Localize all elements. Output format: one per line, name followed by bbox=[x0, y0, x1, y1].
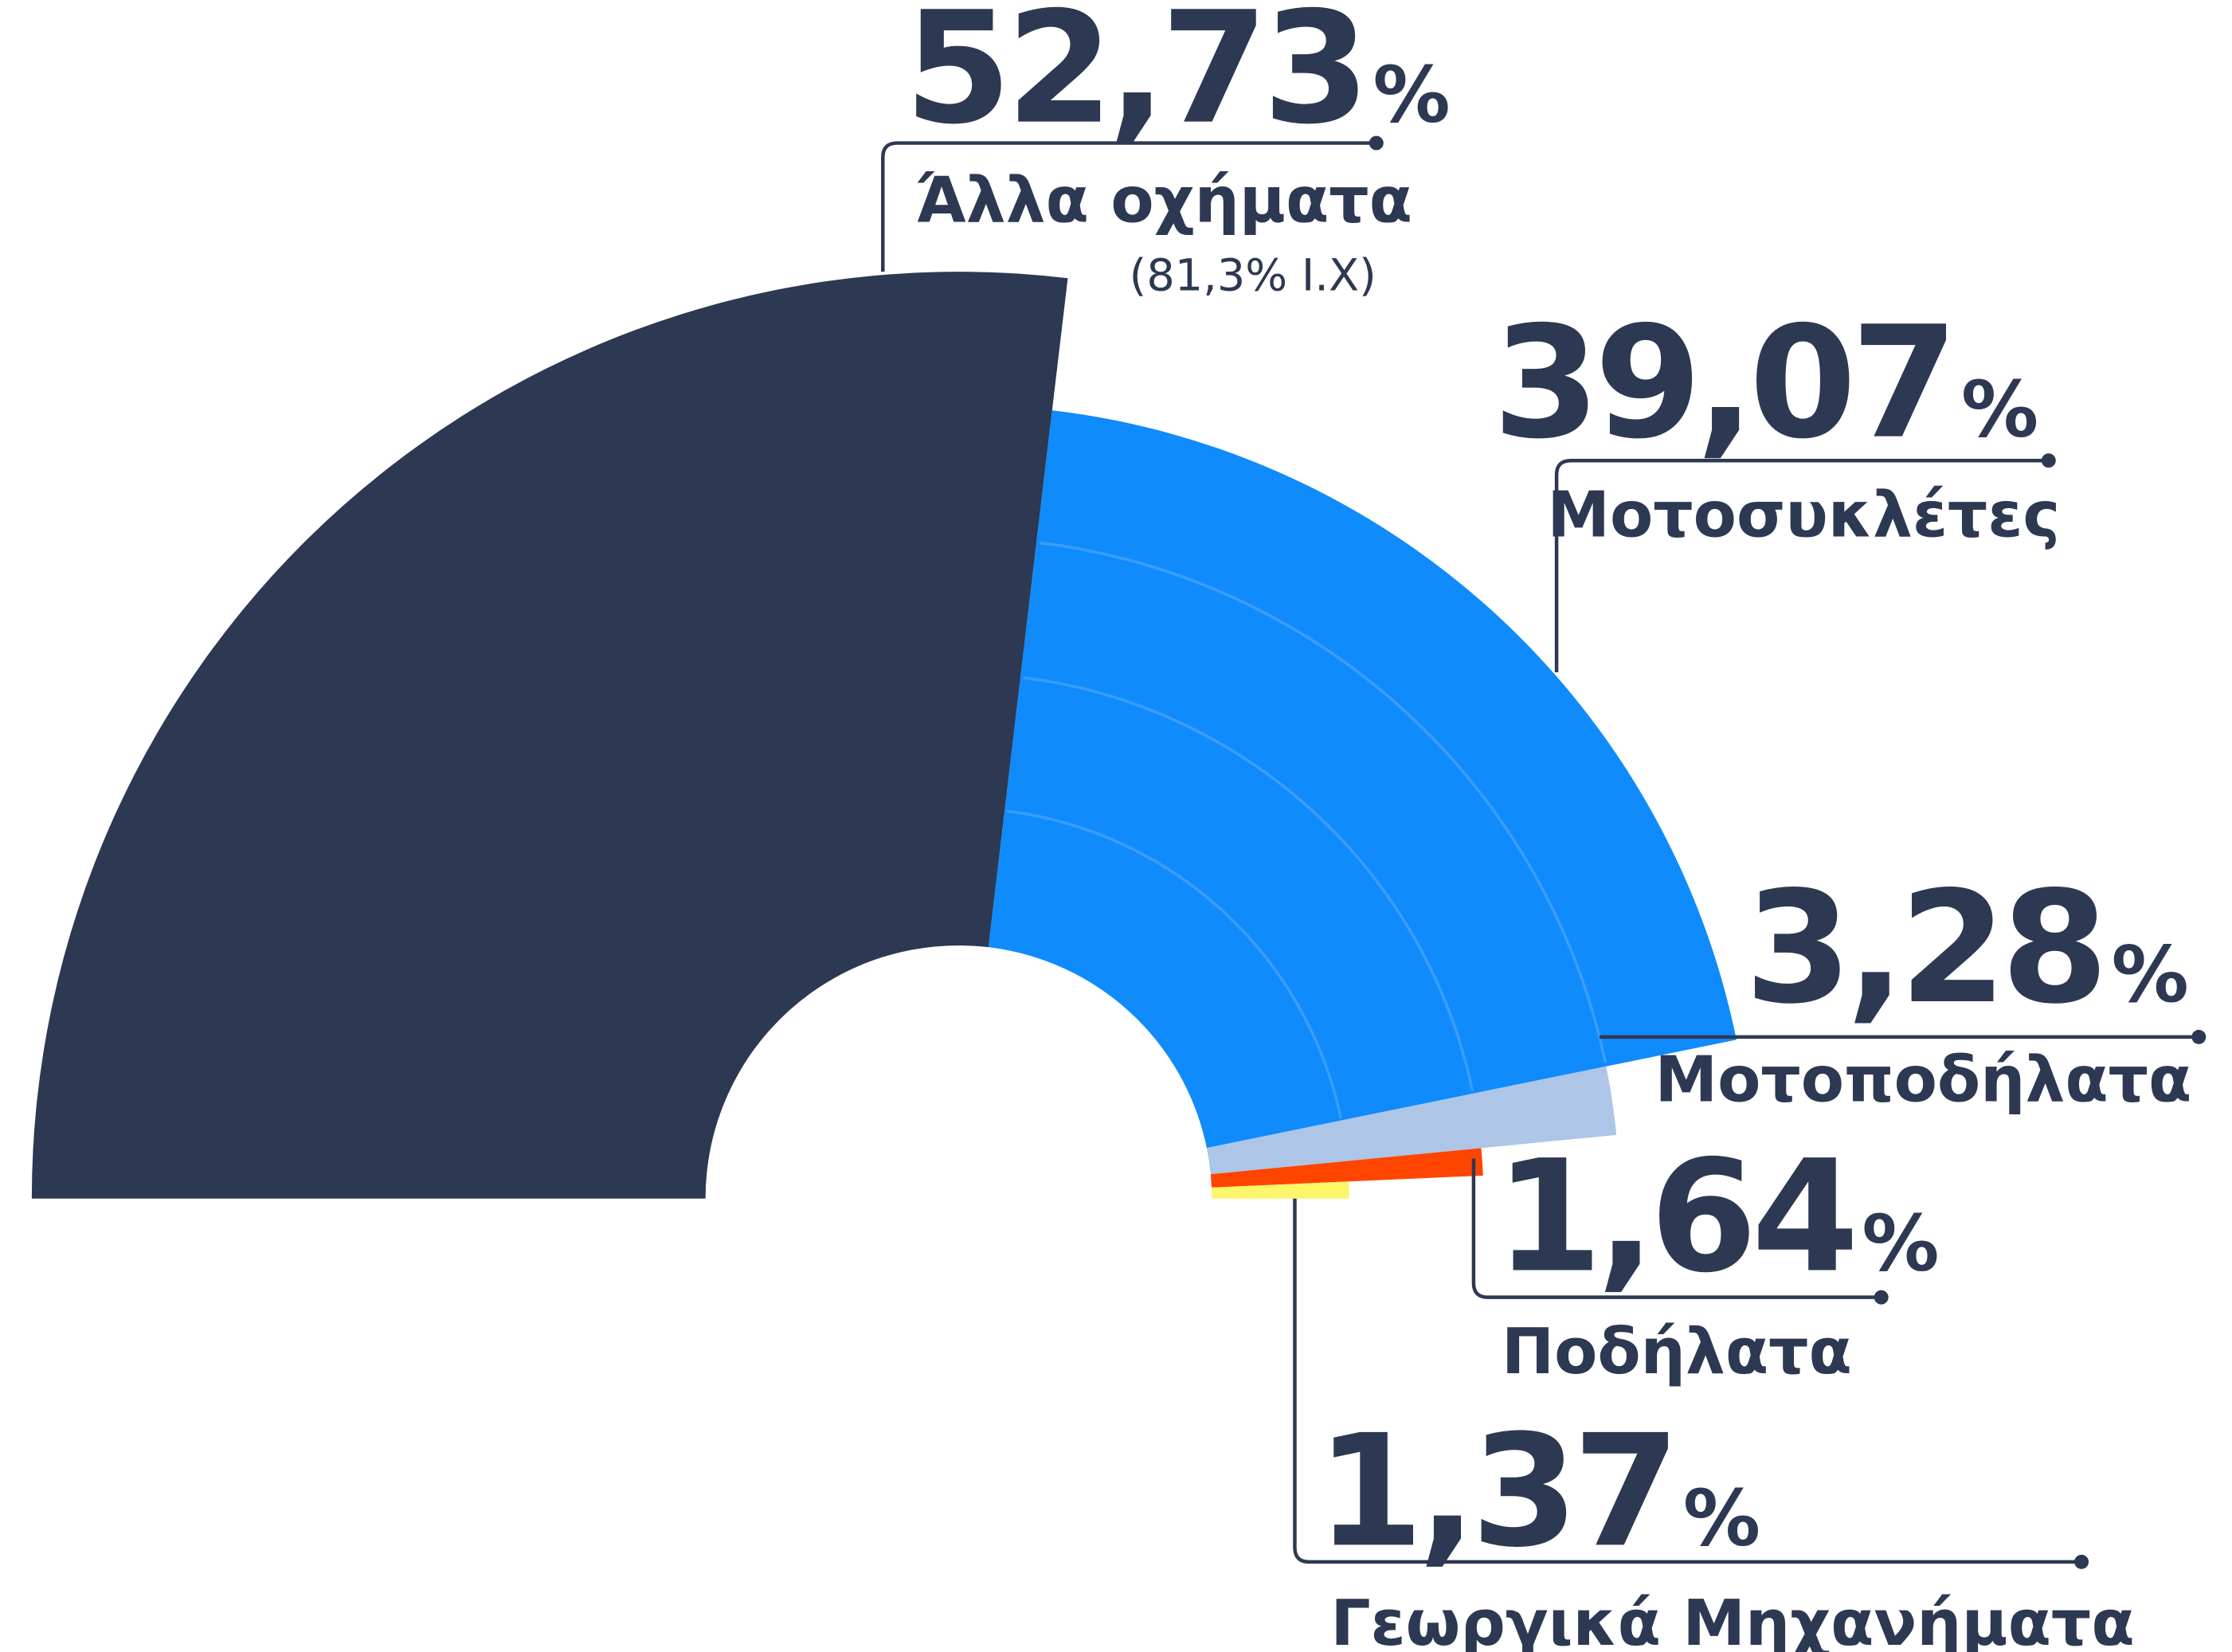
value-label: 1,64% bbox=[1495, 1127, 1940, 1307]
wedge bbox=[1210, 1148, 1483, 1188]
wedge bbox=[31, 272, 1068, 1199]
category-label: Μοτοσυκλέτες bbox=[1547, 478, 2060, 551]
category-label: Άλλα οχήματα bbox=[916, 163, 1412, 237]
category-label: Μοτοποδήλατα bbox=[1655, 1043, 2192, 1117]
leader-dot bbox=[1874, 1290, 1889, 1305]
leader-dot bbox=[2041, 453, 2056, 468]
wedge-ring bbox=[1040, 541, 1607, 1063]
wedge-ring bbox=[1006, 809, 1343, 1119]
leader-dot bbox=[2191, 1029, 2207, 1044]
leader-dot bbox=[2074, 1554, 2089, 1569]
value-label: 52,73% bbox=[904, 0, 1450, 159]
wedge-ring bbox=[1023, 675, 1474, 1091]
value-label: 39,07% bbox=[1493, 293, 2038, 473]
category-label: Γεωργικά Μηχανήματα bbox=[1330, 1587, 2134, 1652]
leader-line bbox=[881, 141, 1376, 272]
leader-line bbox=[1554, 458, 2049, 672]
leader-dot bbox=[1369, 135, 1384, 151]
leader-line bbox=[1471, 1158, 1882, 1299]
value-label: 3,28% bbox=[1744, 858, 2189, 1038]
category-sublabel: (81,3% Ι.Χ) bbox=[1130, 250, 1376, 302]
category-label: Ποδήλατα bbox=[1502, 1315, 1852, 1388]
wedge bbox=[1212, 1181, 1349, 1199]
leader-line bbox=[1293, 1198, 2082, 1564]
value-label: 1,37% bbox=[1316, 1401, 1760, 1581]
wedge bbox=[1206, 1066, 1617, 1175]
wedge bbox=[988, 410, 1737, 1149]
